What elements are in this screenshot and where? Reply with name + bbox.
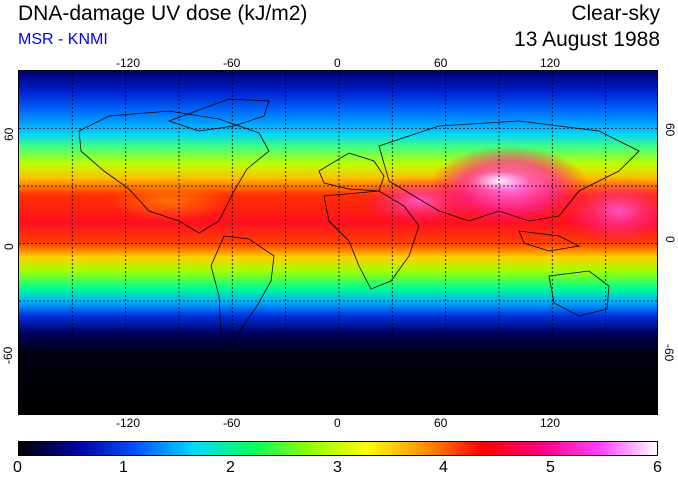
lon-tick-top: 60 [434,56,448,70]
colorbar-label: 5 [546,459,555,476]
sky-condition-label: Clear-sky [571,2,660,25]
north-america-outline [78,110,270,234]
asia-outline [378,120,640,222]
colorbar-label: 1 [119,459,128,476]
atlantic-cooler-band [109,181,229,221]
lat-tick-left: -60 [1,346,15,364]
australia-outline [548,270,610,317]
colorbar-label: 4 [439,459,448,476]
lon-tick-bottom: 0 [334,416,341,430]
greenland-outline [167,98,270,132]
colorbar [18,441,658,456]
colorbar-label: 2 [226,459,235,476]
uv-dose-map [18,70,658,415]
pacific-hotspot [559,176,657,246]
lon-tick-bottom: 120 [540,416,561,430]
lon-tick-top: -60 [223,56,241,70]
graticule [19,71,657,414]
arabia-hotspot [359,176,479,226]
africa-outline [323,190,420,290]
lat-tick-right: 60 [663,123,677,137]
lon-tick-bottom: -60 [223,416,241,430]
lat-tick-right: -60 [662,344,676,362]
lon-tick-top: 120 [540,56,561,70]
lon-tick-bottom: 60 [434,416,448,430]
date-label: 13 August 1988 [514,28,660,51]
lat-tick-left: 0 [2,243,16,250]
lon-tick-top: 0 [334,56,341,70]
lon-tick-bottom: -120 [116,416,141,430]
colorbar-label: 6 [653,459,662,476]
lat-tick-right: 0 [663,236,677,243]
page-title: DNA-damage UV dose (kJ/m2) [18,2,308,25]
uv-dose-map-graphic [19,71,657,414]
europe-outline [318,152,385,192]
lat-tick-left: 60 [2,127,16,141]
colorbar-label: 0 [13,459,22,476]
uv-field [19,71,657,414]
source-label: MSR - KNMI [18,31,108,48]
south-america-outline [210,235,275,352]
lon-tick-top: -120 [116,56,141,70]
colorbar-label: 3 [333,459,342,476]
